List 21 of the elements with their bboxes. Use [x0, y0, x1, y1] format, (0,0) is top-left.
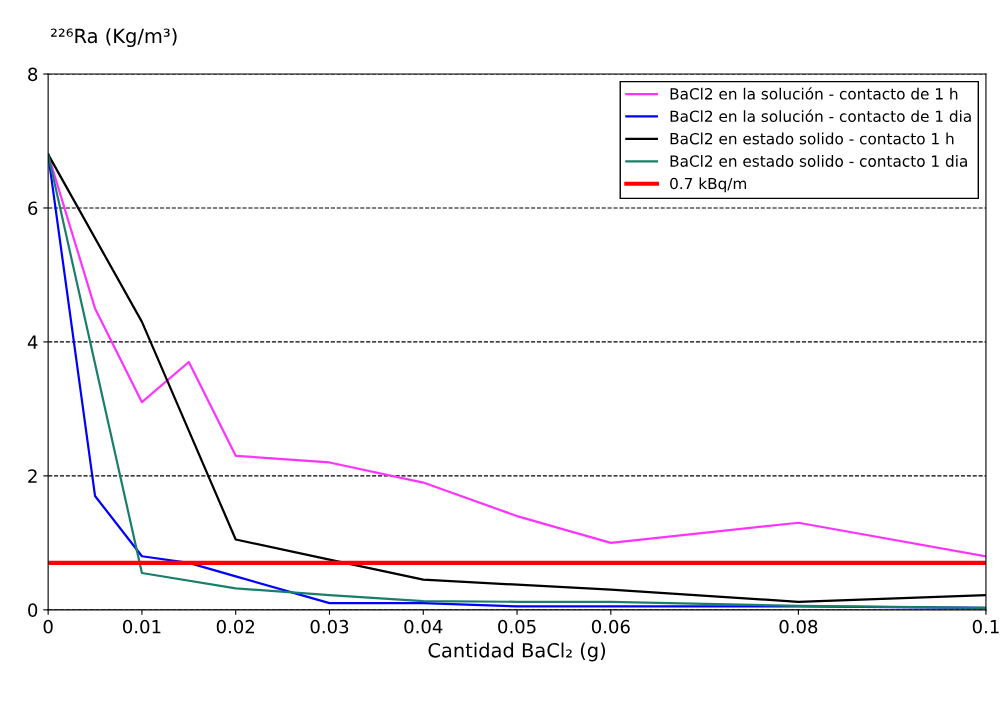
x-tick-label: 0.02 [216, 619, 254, 634]
legend-label: BaCl2 en estado solido - contacto 1 h [670, 132, 954, 145]
legend-label: 0.7 kBq/m [670, 177, 747, 193]
y-tick-label: 0 [28, 603, 38, 617]
x-axis-title: Cantidad BaCl₂ (g) [428, 642, 606, 662]
x-tick-label: 0.05 [498, 619, 536, 634]
y-tick-label: 8 [28, 67, 38, 82]
y-tick-label: 6 [28, 201, 38, 216]
x-tick-label: 0.04 [404, 619, 443, 634]
x-tick-label: 0.03 [310, 619, 349, 634]
legend-label: BaCl2 en la solución - contacto de 1 dia [670, 109, 971, 123]
y-tick-label: 2 [28, 469, 37, 483]
x-tick-label: 0.06 [591, 619, 630, 634]
x-tick-label: 0.1 [972, 619, 999, 634]
x-tick-label: 0.01 [123, 619, 161, 634]
legend-label: BaCl2 en estado solido - contacto 1 dia [670, 155, 967, 167]
legend-label: BaCl2 en la solución - contacto de 1 h [670, 87, 958, 100]
x-tick-label: 0.08 [779, 619, 818, 634]
x-tick-label: 0 [43, 619, 53, 634]
y-tick-label: 4 [27, 335, 38, 349]
y-axis-title: ²²⁶Ra (Kg/m³) [51, 28, 177, 48]
